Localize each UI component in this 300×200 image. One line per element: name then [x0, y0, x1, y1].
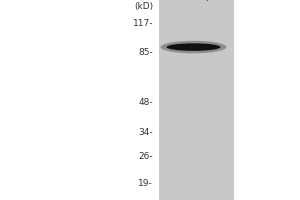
Text: (kD): (kD)	[134, 1, 153, 10]
Text: 117-: 117-	[133, 20, 153, 28]
Text: 48-: 48-	[138, 98, 153, 107]
Ellipse shape	[167, 43, 220, 51]
Text: 34-: 34-	[138, 128, 153, 137]
Text: A549: A549	[202, 0, 227, 2]
Bar	[159, 0, 234, 200]
Text: 85-: 85-	[138, 48, 153, 57]
Ellipse shape	[160, 41, 226, 53]
Text: 26-: 26-	[138, 152, 153, 161]
Text: 19-: 19-	[138, 180, 153, 188]
